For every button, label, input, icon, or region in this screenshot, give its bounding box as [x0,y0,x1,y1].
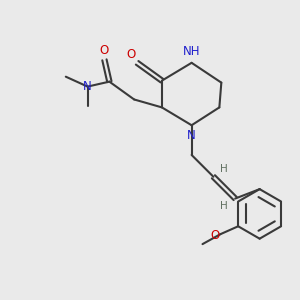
Text: H: H [220,164,228,174]
Text: O: O [100,44,109,57]
Text: NH: NH [183,45,200,58]
Text: N: N [83,80,92,93]
Text: O: O [211,229,220,242]
Text: O: O [127,48,136,62]
Text: N: N [187,129,196,142]
Text: H: H [220,202,228,212]
